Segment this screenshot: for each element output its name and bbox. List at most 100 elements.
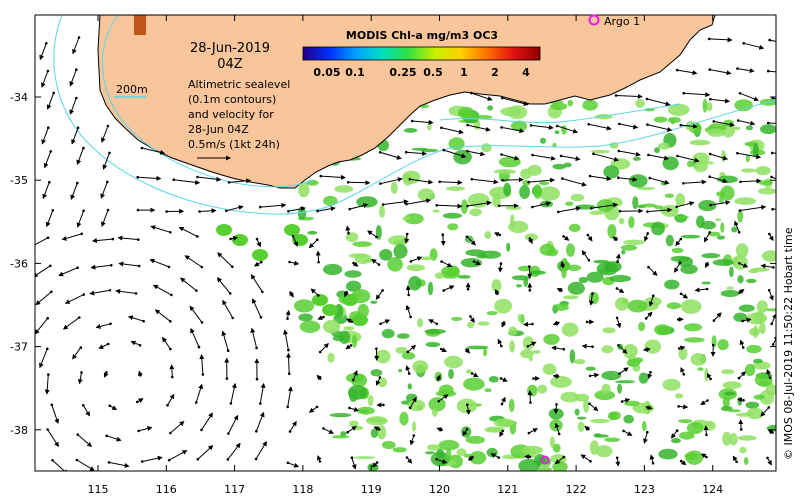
velocity-arrow-icon: [443, 285, 455, 291]
chlorophyll-patch: [494, 298, 512, 314]
velocity-arrow-icon: [648, 295, 654, 307]
velocity-arrow-icon: [170, 420, 185, 434]
velocity-origin-dot: [709, 377, 712, 381]
velocity-arrow-icon: [117, 235, 139, 241]
velocity-origin-dot: [771, 207, 774, 211]
chlorophyll-patch: [664, 193, 675, 198]
chlorophyll-patch: [340, 431, 347, 437]
velocity-arrow-icon: [409, 435, 415, 446]
velocity-origin-dot: [501, 429, 505, 433]
velocity-arrow-icon: [154, 309, 171, 322]
velocity-origin-dot: [254, 457, 258, 461]
chlorophyll-patch: [743, 457, 749, 465]
velocity-arrow-icon: [197, 176, 222, 182]
argo-float-marker-icon[interactable]: [588, 14, 600, 26]
velocity-origin-dot: [737, 376, 741, 380]
chlorophyll-patch: [345, 373, 365, 383]
velocity-arrow-icon: [670, 430, 678, 439]
velocity-origin-dot: [169, 320, 172, 323]
velocity-origin-dot: [500, 126, 503, 129]
chlorophyll-patch: [407, 399, 426, 411]
velocity-origin-dot: [738, 291, 741, 294]
velocity-arrow-icon: [737, 152, 762, 160]
velocity-arrow-icon: [501, 154, 520, 161]
velocity-arrow-icon: [561, 155, 581, 162]
velocity-origin-dot: [286, 405, 290, 409]
velocity-arrow-icon: [118, 261, 140, 267]
velocity-origin-dot: [440, 347, 443, 351]
velocity-arrow-icon: [619, 123, 639, 130]
velocity-origin-dot: [195, 289, 198, 292]
velocity-arrow-icon: [771, 313, 776, 325]
velocity-arrow-icon: [527, 341, 537, 347]
velocity-arrow-icon: [47, 429, 59, 448]
depth-contour-label: 200m: [116, 83, 148, 96]
chlorophyll-patch: [759, 390, 775, 405]
velocity-arrow-icon: [405, 285, 411, 295]
velocity-origin-dot: [142, 319, 145, 323]
velocity-arrow-icon: [589, 403, 599, 412]
velocity-arrow-icon: [766, 368, 771, 378]
chlorophyll-patch: [615, 297, 630, 311]
velocity-origin-dot: [347, 231, 350, 235]
velocity-arrow-icon: [102, 152, 110, 170]
velocity-arrow-icon: [743, 42, 765, 50]
velocity-origin-dot: [675, 429, 679, 432]
velocity-origin-dot: [404, 150, 408, 154]
chlorophyll-patch: [635, 99, 645, 108]
velocity-arrow-icon: [115, 288, 137, 294]
velocity-origin-dot: [588, 174, 592, 178]
velocity-arrow-icon: [100, 181, 108, 199]
velocity-arrow-icon: [349, 203, 369, 210]
chlorophyll-patch: [721, 150, 726, 163]
velocity-arrow-icon: [713, 120, 735, 127]
longitude-label: 121: [497, 483, 518, 496]
chlorophyll-patch: [403, 127, 418, 133]
velocity-origin-dot: [647, 265, 650, 269]
velocity-arrow-icon: [108, 461, 130, 468]
velocity-origin-dot: [288, 260, 291, 264]
velocity-arrow-icon: [250, 327, 258, 349]
velocity-arrow-icon: [551, 345, 564, 351]
velocity-origin-dot: [501, 178, 504, 182]
velocity-origin-dot: [771, 431, 774, 434]
argo-float-marker-secondary-icon[interactable]: [540, 455, 550, 465]
colorbar-tick-label: 0.5: [423, 66, 443, 79]
chlorophyll-patch: [722, 431, 732, 446]
velocity-origin-dot: [137, 429, 140, 433]
chlorophyll-patch: [539, 462, 550, 471]
velocity-origin-dot: [677, 405, 680, 408]
velocity-origin-dot: [225, 377, 229, 380]
velocity-origin-dot: [617, 149, 621, 153]
velocity-origin-dot: [679, 123, 683, 127]
velocity-origin-dot: [136, 208, 140, 212]
chlorophyll-patch: [632, 196, 639, 210]
velocity-origin-dot: [618, 209, 622, 213]
velocity-origin-dot: [139, 374, 142, 377]
chlorophyll-patch: [697, 367, 704, 371]
velocity-origin-dot: [318, 350, 322, 354]
velocity-arrow-icon: [405, 365, 411, 374]
chlorophyll-patch: [588, 291, 599, 305]
chlorophyll-patch: [420, 148, 439, 153]
velocity-origin-dot: [562, 455, 566, 459]
chlorophyll-patch: [632, 156, 641, 161]
chlorophyll-patch: [322, 304, 338, 316]
velocity-arrow-icon: [90, 264, 112, 270]
velocity-arrow-icon: [709, 176, 728, 184]
velocity-origin-dot: [679, 459, 683, 463]
velocity-origin-dot: [770, 175, 773, 179]
velocity-origin-dot: [136, 175, 139, 179]
velocity-origin-dot: [648, 176, 652, 180]
velocity-origin-dot: [49, 264, 52, 268]
chlorophyll-patch: [366, 416, 388, 426]
chlorophyll-patch: [622, 344, 638, 359]
chlorophyll-patch: [411, 421, 417, 432]
velocity-arrow-icon: [259, 382, 266, 404]
velocity-origin-dot: [49, 150, 52, 153]
velocity-arrow-icon: [532, 154, 556, 161]
chlorophyll-patch: [458, 106, 475, 120]
velocity-arrow-icon: [45, 210, 54, 228]
velocity-origin-dot: [318, 377, 322, 380]
velocity-arrow-icon: [62, 317, 80, 330]
